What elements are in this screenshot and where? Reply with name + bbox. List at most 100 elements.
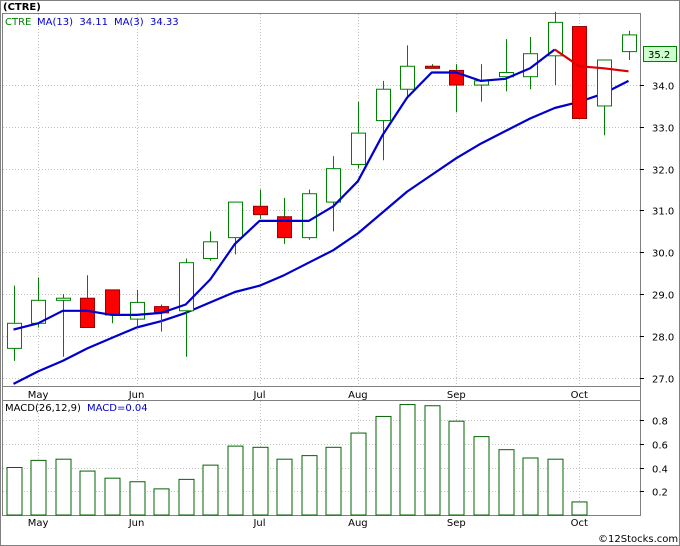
macd-bar xyxy=(178,478,195,516)
date-label-bottom: Aug xyxy=(348,518,368,529)
ma3-line-falling xyxy=(554,48,629,73)
price-axis-labels: 27.0 28.0 29.0 30.0 31.0 32.0 33.0 34.0 xyxy=(640,82,674,386)
macd-bar xyxy=(571,501,588,516)
ma3-line-group xyxy=(13,48,629,331)
macd-bars xyxy=(6,404,588,516)
macd-bar xyxy=(153,488,170,516)
date-axis-labels-bottom: May Jun Jul Aug Sep Oct xyxy=(28,518,588,529)
date-axis-strip xyxy=(2,386,641,401)
price-tick-label: 32.0 xyxy=(652,166,674,177)
candle xyxy=(400,45,415,98)
last-price-box-bg xyxy=(643,46,677,62)
candle-body-down xyxy=(253,205,268,216)
price-tick-label: 33.0 xyxy=(652,124,674,135)
candle xyxy=(228,201,243,255)
date-label-top: Jul xyxy=(252,390,265,401)
macd-bar xyxy=(498,449,515,516)
price-tick-label: 34.0 xyxy=(652,82,674,93)
macd-bar xyxy=(375,415,392,516)
macd-bar xyxy=(104,477,121,516)
macd-bar xyxy=(399,404,416,516)
macd-bar xyxy=(522,457,539,516)
macd-bar xyxy=(547,458,564,516)
ma13-line-group xyxy=(13,79,629,385)
candle-body-up xyxy=(400,65,415,90)
candle-body-up xyxy=(351,132,366,165)
candle xyxy=(548,11,563,86)
macd-tick-label: 0.2 xyxy=(652,488,668,499)
macd-bar xyxy=(276,458,293,516)
macd-axis-labels: 0.2 0.4 0.6 0.8 xyxy=(640,417,668,499)
date-axis-labels-top: May Jun Jul Aug Sep Oct xyxy=(28,390,588,401)
legend-symbol: CTRE xyxy=(5,17,31,28)
legend-ma13: MA(13) 34.11 xyxy=(37,17,108,28)
macd-bar xyxy=(473,436,490,516)
chart-legend: CTRE MA(13) 34.11 MA(3) 34.33 xyxy=(5,17,179,28)
chart-title: (CTRE) xyxy=(3,2,41,13)
macd-title: MACD(26,12,9) xyxy=(5,403,81,414)
candle-body-up xyxy=(376,88,391,122)
candle xyxy=(326,156,341,232)
macd-panel xyxy=(2,400,641,516)
macd-value: MACD=0.04 xyxy=(87,403,148,414)
macd-bar xyxy=(129,481,146,516)
macd-bar xyxy=(79,470,96,516)
last-price-box: 35.2 xyxy=(643,46,677,62)
macd-bar xyxy=(30,459,47,516)
macd-bar xyxy=(202,464,219,516)
ma13-line xyxy=(13,79,629,385)
candle-body-down xyxy=(572,26,587,119)
macd-bar xyxy=(6,467,23,516)
candle xyxy=(56,294,71,357)
candle xyxy=(302,189,317,240)
macd-bar xyxy=(252,446,269,516)
candle-body-up xyxy=(622,34,637,53)
candle xyxy=(425,64,440,69)
candle-body-up xyxy=(203,241,218,260)
price-tick-label: 28.0 xyxy=(652,333,674,344)
candle-body-up xyxy=(548,21,563,57)
candle xyxy=(622,30,637,60)
macd-bar xyxy=(301,455,318,516)
last-price-label: 35.2 xyxy=(648,50,670,61)
price-tick-label: 31.0 xyxy=(652,207,674,218)
price-tick-label: 30.0 xyxy=(652,249,674,260)
macd-tick-label: 0.8 xyxy=(652,417,668,428)
candle-body-up xyxy=(228,201,243,239)
macd-bar xyxy=(424,405,441,516)
copyright-text: ©12Stocks.com xyxy=(598,534,678,545)
date-label-bottom: Oct xyxy=(571,518,588,529)
candle-body-up xyxy=(597,59,612,107)
macd-bar xyxy=(448,420,465,516)
date-label-bottom: Sep xyxy=(447,518,466,529)
candle xyxy=(351,101,366,169)
candle xyxy=(376,80,391,161)
macd-bar xyxy=(55,458,72,516)
candle-body-down xyxy=(80,297,95,328)
candle xyxy=(523,36,538,90)
date-label-top: Aug xyxy=(348,390,368,401)
price-tick-label: 29.0 xyxy=(652,291,674,302)
candle xyxy=(572,26,587,119)
date-label-top: May xyxy=(28,390,49,401)
candle-body-up xyxy=(130,301,145,320)
candle-body-up xyxy=(523,53,538,78)
candle xyxy=(597,59,612,136)
macd-bar xyxy=(325,446,342,516)
date-label-bottom: May xyxy=(28,518,49,529)
candle-body-up xyxy=(56,297,71,301)
candle-body-down xyxy=(425,65,440,69)
date-label-bottom: Jun xyxy=(128,518,145,529)
candle xyxy=(203,231,218,261)
date-label-bottom: Jul xyxy=(252,518,265,529)
date-label-top: Jun xyxy=(128,390,145,401)
date-label-top: Oct xyxy=(571,390,588,401)
price-panel xyxy=(2,13,641,387)
candle-body-up xyxy=(302,193,317,239)
date-label-top: Sep xyxy=(447,390,466,401)
legend-ma3: MA(3) 34.33 xyxy=(114,17,179,28)
macd-bar xyxy=(350,432,367,516)
macd-tick-label: 0.4 xyxy=(652,465,668,476)
candle xyxy=(253,189,268,219)
